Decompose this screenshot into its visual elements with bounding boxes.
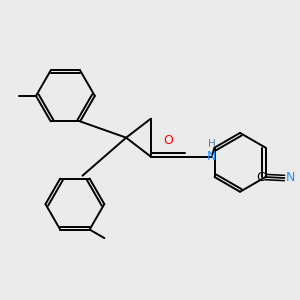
Text: N: N	[207, 150, 216, 163]
Text: N: N	[285, 172, 295, 184]
Text: O: O	[163, 134, 173, 147]
Text: C: C	[256, 170, 265, 184]
Text: H: H	[208, 139, 215, 149]
